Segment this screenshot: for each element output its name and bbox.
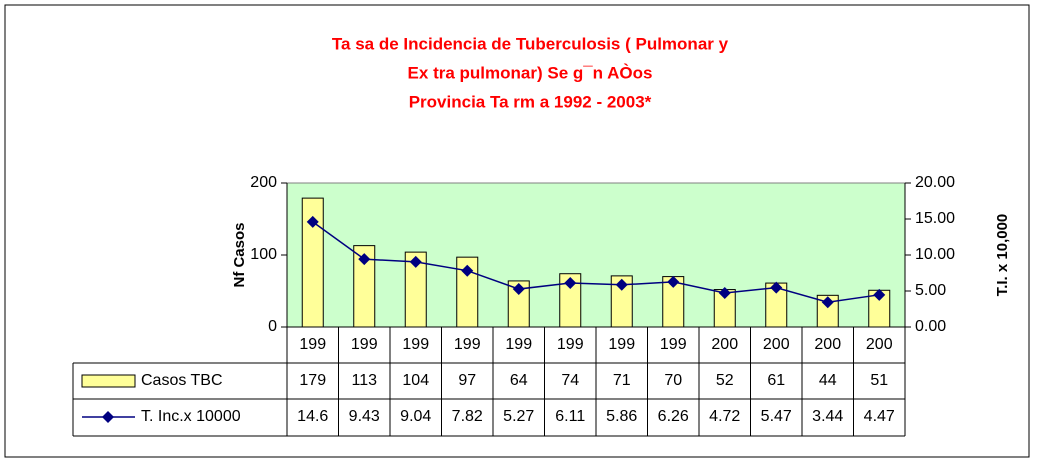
data-label: 52 xyxy=(716,372,734,389)
data-label: 74 xyxy=(561,372,579,389)
x-tick-label: 199 xyxy=(608,336,635,353)
line xyxy=(312,221,880,303)
marker xyxy=(306,215,319,228)
y-tick-label: 100 xyxy=(250,246,277,263)
data-label: 97 xyxy=(458,372,476,389)
data-label: 9.43 xyxy=(349,408,380,425)
data-label: 64 xyxy=(510,372,528,389)
data-label: 71 xyxy=(613,372,631,389)
data-label: 5.86 xyxy=(606,408,637,425)
x-tick-label: 200 xyxy=(763,336,790,353)
y2-tick-label: 5.00 xyxy=(915,282,946,299)
x-tick-label: 199 xyxy=(505,336,532,353)
y2-tick-label: 20.00 xyxy=(915,174,955,191)
x-tick-label: 199 xyxy=(402,336,429,353)
y-tick-label: 200 xyxy=(250,174,277,191)
x-tick-label: 199 xyxy=(351,336,378,353)
legend-key xyxy=(81,374,136,388)
x-tick-label: 199 xyxy=(454,336,481,353)
y2-tick-label: 15.00 xyxy=(915,210,955,227)
legend-key xyxy=(102,411,114,423)
legend-label: T. Inc.x 10000 xyxy=(141,408,241,425)
data-label: 5.47 xyxy=(761,408,792,425)
data-label: 70 xyxy=(664,372,682,389)
marker xyxy=(461,264,474,277)
x-tick-label: 199 xyxy=(299,336,326,353)
data-label: 14.6 xyxy=(297,408,328,425)
data-label: 44 xyxy=(819,372,837,389)
data-label: 51 xyxy=(870,372,888,389)
x-tick-label: 200 xyxy=(866,336,893,353)
marker xyxy=(667,275,680,288)
marker xyxy=(718,287,731,300)
data-label: 6.26 xyxy=(658,408,689,425)
data-label: 6.11 xyxy=(555,408,585,425)
marker xyxy=(358,253,371,266)
marker xyxy=(615,278,628,291)
marker xyxy=(821,296,834,309)
chart-title: Ta sa de Incidencia de Tuberculosis ( Pu… xyxy=(332,34,729,53)
data-label: 104 xyxy=(402,372,429,389)
data-label: 179 xyxy=(299,372,326,389)
data-label: 61 xyxy=(767,372,785,389)
chart-title: Ex tra pulmonar) Se g¯n AÒos xyxy=(408,63,653,82)
data-label: 5.27 xyxy=(503,408,534,425)
y-axis-label: Nf Casos xyxy=(231,222,248,287)
marker xyxy=(873,288,886,301)
x-tick-label: 200 xyxy=(711,336,738,353)
marker xyxy=(512,283,525,296)
y-tick-label: 0 xyxy=(268,318,277,335)
chart-title: Provincia Ta rm a 1992 - 2003* xyxy=(409,92,652,111)
y2-axis-label: T.I. x 10,000 xyxy=(994,214,1011,297)
marker xyxy=(564,277,577,290)
x-tick-label: 199 xyxy=(660,336,687,353)
legend-label: Casos TBC xyxy=(141,372,223,389)
data-label: 113 xyxy=(351,372,377,389)
x-tick-label: 199 xyxy=(557,336,584,353)
data-label: 9.04 xyxy=(400,408,431,425)
x-tick-label: 200 xyxy=(814,336,841,353)
marker xyxy=(770,281,783,294)
y2-tick-label: 10.00 xyxy=(915,246,955,263)
plot-area xyxy=(286,182,906,328)
data-label: 4.72 xyxy=(709,408,740,425)
data-label: 4.47 xyxy=(864,408,895,425)
marker xyxy=(409,255,422,268)
data-label: 3.44 xyxy=(812,408,843,425)
y2-tick-label: 0.00 xyxy=(915,318,946,335)
data-label: 7.82 xyxy=(452,408,483,425)
